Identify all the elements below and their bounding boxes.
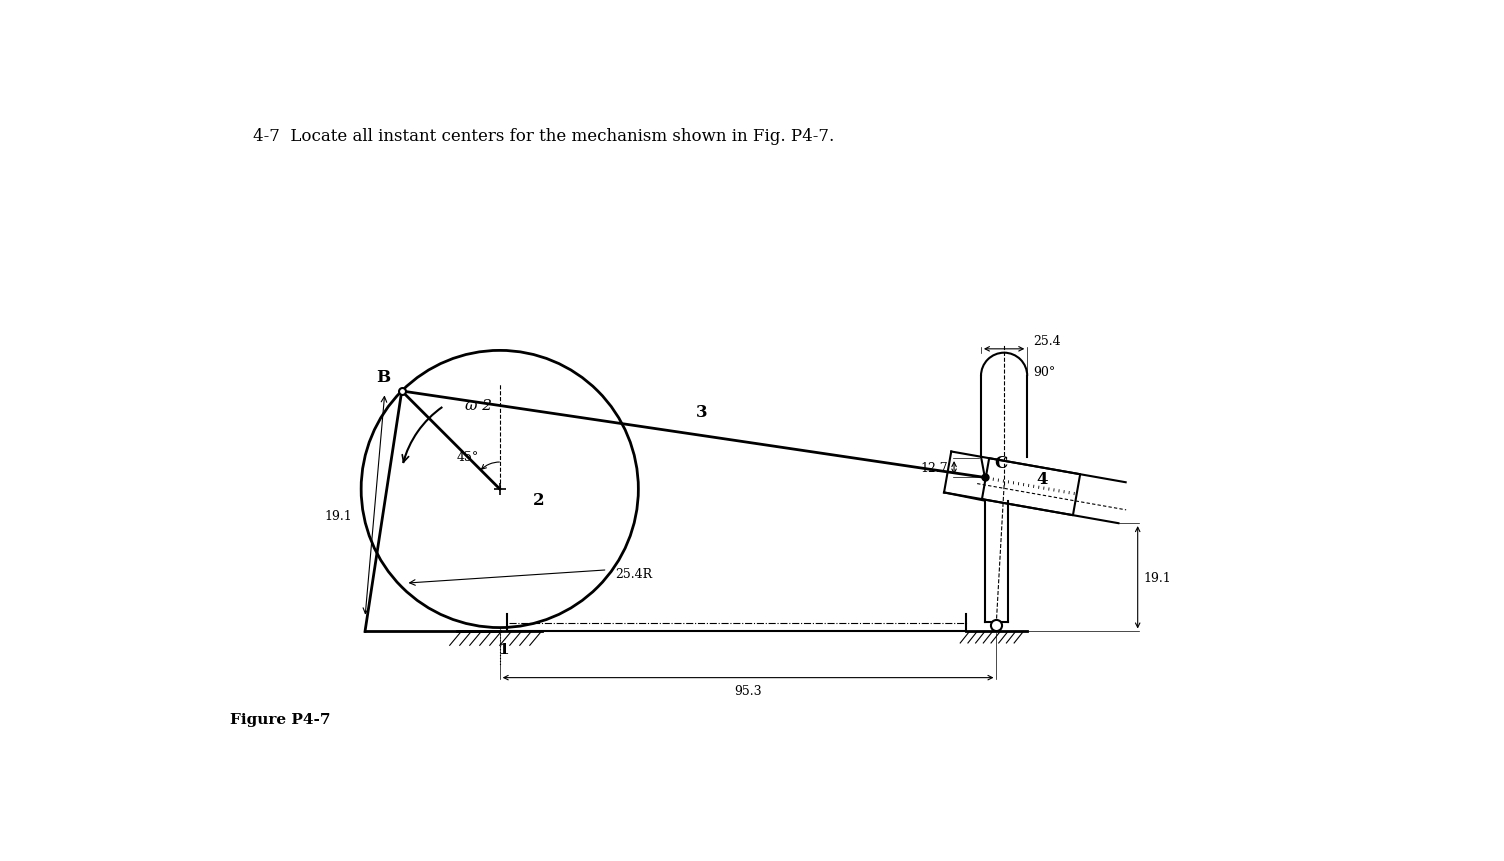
Text: Figure P4-7: Figure P4-7 (230, 712, 331, 727)
Text: 95.3: 95.3 (734, 684, 763, 697)
Text: ω 2: ω 2 (465, 399, 492, 412)
Text: 19.1: 19.1 (325, 510, 352, 523)
Text: B: B (376, 369, 390, 386)
Text: 3: 3 (696, 403, 708, 420)
Text: 4: 4 (1036, 470, 1048, 487)
Text: 45°: 45° (456, 450, 478, 463)
Text: 4-7  Locate all instant centers for the mechanism shown in Fig. P4-7.: 4-7 Locate all instant centers for the m… (253, 128, 835, 145)
Text: 19.1: 19.1 (1145, 571, 1172, 584)
Text: 90°: 90° (1033, 366, 1056, 379)
Text: C: C (994, 455, 1008, 472)
Text: 25.4R: 25.4R (615, 567, 653, 580)
Text: 12.7: 12.7 (920, 461, 948, 474)
Text: 25.4: 25.4 (1033, 335, 1060, 348)
Text: 1: 1 (498, 642, 508, 656)
Text: 2: 2 (532, 492, 544, 509)
